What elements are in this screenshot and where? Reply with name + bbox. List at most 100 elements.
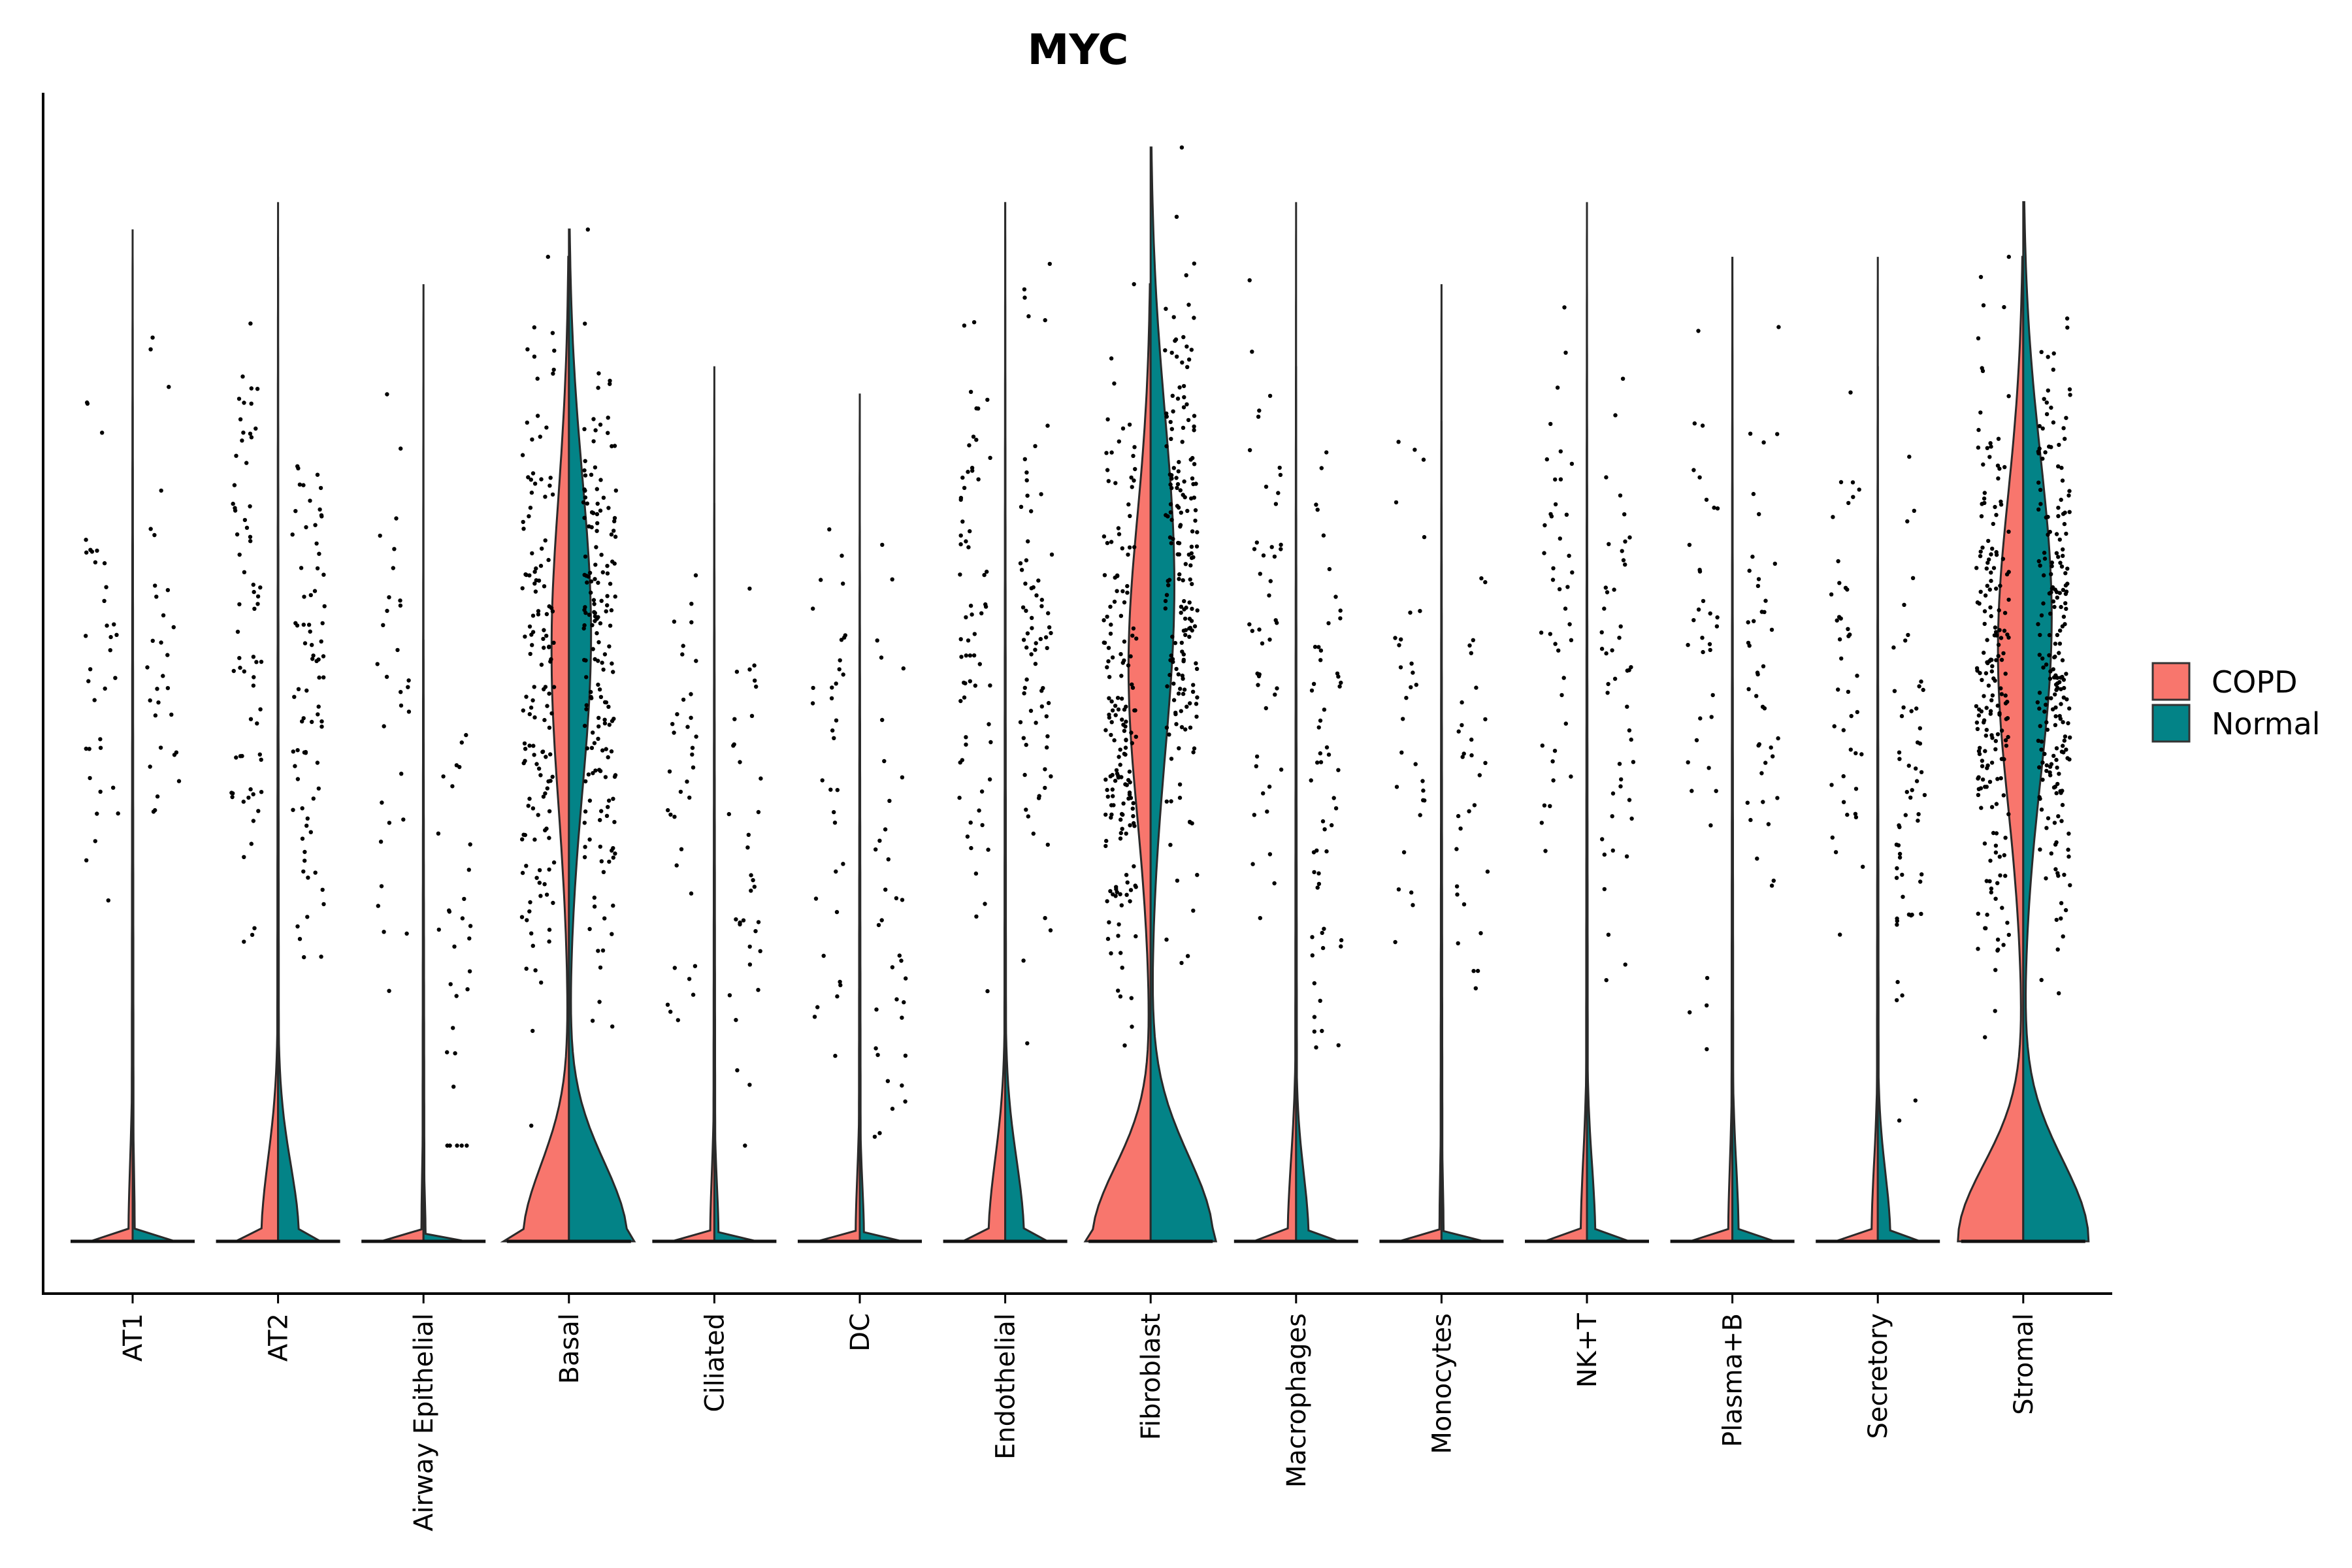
point-copd (1995, 463, 2001, 468)
point-copd (242, 855, 246, 860)
point-normal (1316, 725, 1321, 730)
point-copd (378, 840, 384, 844)
point-normal (2067, 387, 2072, 392)
point-copd (1413, 762, 1418, 766)
point-copd (1122, 728, 1127, 733)
point-normal (2062, 738, 2066, 743)
point-copd (838, 983, 843, 988)
point-normal (1183, 727, 1188, 732)
point-copd (1421, 788, 1426, 793)
point-normal (2059, 901, 2064, 906)
point-normal (1028, 708, 1034, 713)
point-copd (835, 994, 840, 999)
point-normal (295, 924, 300, 929)
point-copd (254, 660, 259, 664)
point-copd (1401, 850, 1407, 855)
point-normal (587, 570, 593, 575)
point-copd (381, 623, 385, 627)
point-normal (2047, 653, 2051, 658)
point-copd (1257, 627, 1262, 632)
point-normal (598, 818, 602, 823)
point-normal (2042, 550, 2047, 555)
point-normal (2044, 876, 2048, 881)
point-copd (968, 820, 973, 825)
point-normal (890, 1106, 895, 1111)
point-copd (520, 837, 525, 841)
point-copd (1127, 545, 1132, 550)
point-copd (1394, 785, 1399, 789)
violin-half-copd-at1 (90, 229, 134, 1243)
point-normal (745, 845, 750, 850)
point-copd (1850, 480, 1855, 485)
point-copd (666, 808, 670, 813)
point-normal (295, 748, 300, 753)
point-copd (394, 516, 399, 521)
point-normal (1776, 736, 1780, 741)
point-copd (253, 426, 258, 431)
point-copd (1109, 815, 1113, 820)
point-copd (1132, 824, 1137, 828)
point-normal (1182, 395, 1186, 400)
point-normal (2042, 556, 2048, 561)
point-normal (1762, 706, 1767, 711)
point-copd (1126, 777, 1131, 783)
point-normal (1318, 658, 1323, 662)
point-copd (964, 735, 968, 740)
point-normal (1019, 504, 1024, 509)
point-normal (1462, 751, 1466, 756)
point-copd (521, 832, 526, 837)
point-normal (2068, 393, 2072, 397)
point-copd (1102, 640, 1107, 645)
point-normal (1339, 680, 1343, 685)
point-copd (527, 514, 531, 519)
point-normal (2055, 947, 2060, 952)
point-copd (1256, 414, 1261, 419)
point-copd (102, 561, 107, 566)
point-normal (2054, 917, 2059, 923)
point-copd (2006, 394, 2011, 399)
point-copd (971, 434, 976, 439)
point-copd (960, 519, 965, 524)
point-copd (833, 1053, 838, 1058)
point-normal (318, 485, 323, 491)
point-copd (1132, 708, 1137, 713)
point-copd (534, 566, 538, 571)
point-copd (546, 557, 551, 563)
point-copd (680, 652, 685, 657)
point-normal (2046, 388, 2050, 393)
point-normal (885, 1079, 890, 1083)
point-copd (668, 1009, 673, 1014)
point-normal (1897, 750, 1902, 755)
point-copd (1999, 692, 2004, 696)
point-normal (589, 690, 593, 694)
point-copd (672, 966, 678, 970)
point-copd (238, 417, 243, 421)
point-normal (1916, 818, 1920, 823)
point-copd (1984, 566, 1989, 571)
x-tick-label-basal: Basal (555, 1313, 585, 1384)
point-copd (1264, 706, 1269, 711)
point-copd (1422, 798, 1427, 803)
point-normal (734, 1018, 738, 1022)
point-normal (1045, 734, 1050, 739)
point-copd (1131, 626, 1136, 631)
point-normal (1610, 648, 1614, 653)
point-normal (1314, 1045, 1318, 1050)
point-copd (1118, 836, 1123, 841)
point-copd (1701, 649, 1705, 655)
point-normal (1322, 827, 1327, 832)
point-normal (600, 948, 606, 953)
point-copd (1837, 637, 1842, 642)
point-normal (596, 371, 601, 376)
point-copd (251, 655, 256, 659)
point-copd (1127, 422, 1132, 427)
point-normal (1171, 681, 1176, 686)
point-copd (1567, 553, 1571, 558)
point-normal (1048, 928, 1053, 933)
point-normal (1021, 958, 1026, 963)
point-normal (2037, 653, 2042, 657)
point-normal (315, 760, 320, 765)
point-normal (1460, 700, 1464, 705)
point-copd (1982, 841, 1987, 846)
point-normal (1483, 580, 1488, 585)
